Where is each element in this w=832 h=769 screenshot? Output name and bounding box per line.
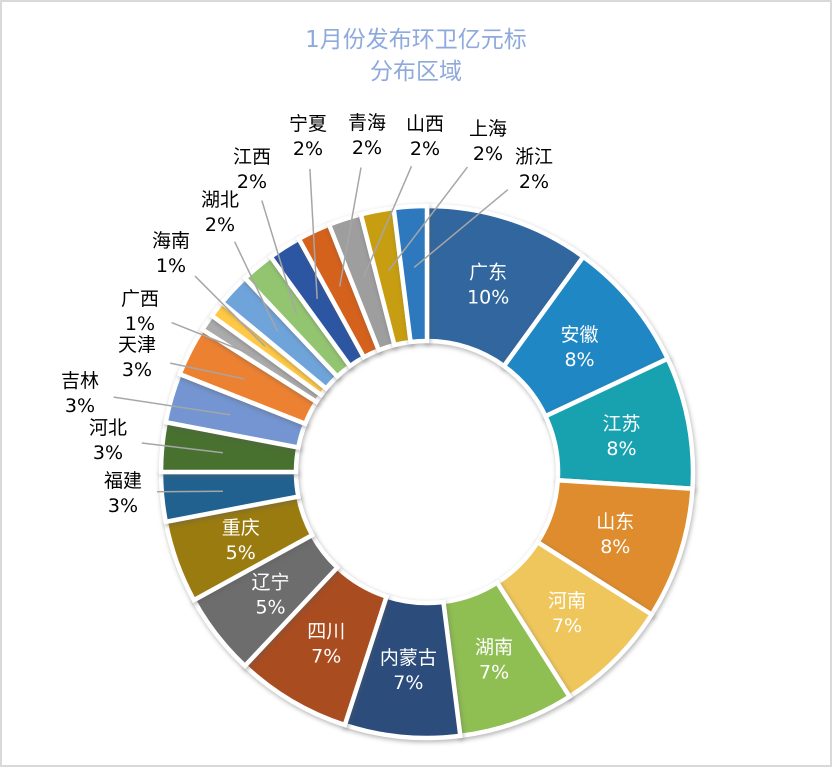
slice-label-jilin: 吉林3%	[61, 370, 99, 417]
slice-label-jiangxi: 江西2%	[233, 146, 271, 193]
slice-label-hubei: 湖北2%	[201, 189, 239, 236]
slice-label-shanxi: 山西2%	[406, 113, 444, 160]
slice-label-qinghai: 青海2%	[348, 112, 386, 159]
slice-label-hebei: 河北3%	[89, 417, 127, 464]
slice-label-guangxi: 广西1%	[121, 288, 159, 335]
slice-label-hainan: 海南1%	[152, 230, 190, 277]
slice-label-shanghai: 上海2%	[469, 118, 507, 165]
slice-label-zhejiang: 浙江2%	[515, 146, 553, 193]
slice-label-ningxia: 宁夏2%	[289, 113, 327, 160]
slice-label-fujian: 福建3%	[104, 470, 142, 517]
slice-label-tianjin: 天津3%	[118, 334, 156, 381]
